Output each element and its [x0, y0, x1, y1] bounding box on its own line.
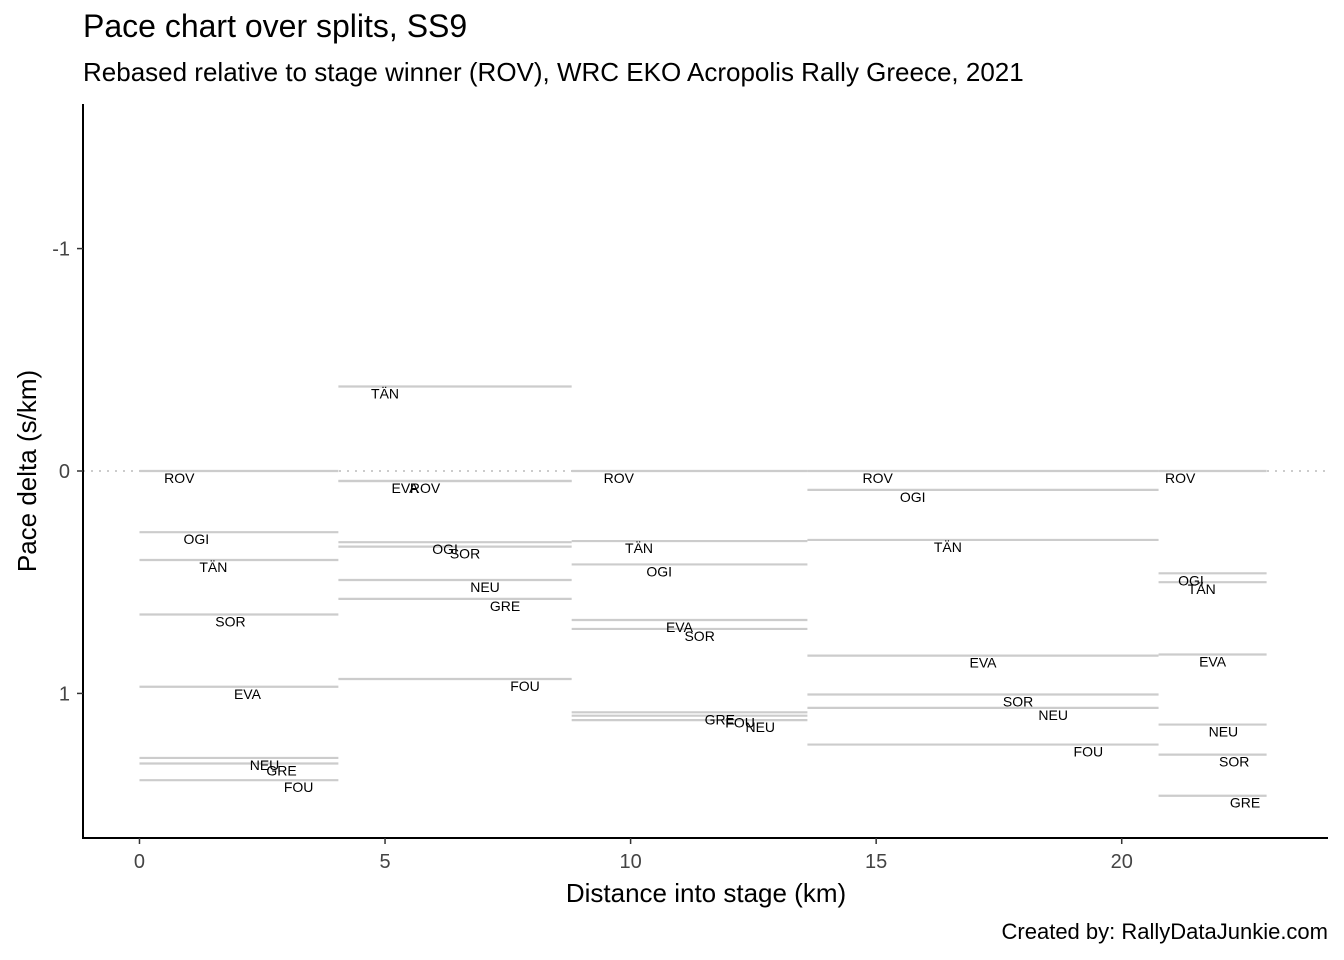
segment-label: NEU: [745, 719, 775, 735]
segment-label: SOR: [215, 613, 245, 629]
segment-label: SOR: [450, 546, 480, 562]
segment-label: NEU: [250, 757, 280, 773]
segment-labels-layer: ROVOGITÄNSOREVANEUGREFOUTÄNEVAROVOGISORN…: [164, 385, 1260, 810]
x-tick-label: 5: [379, 851, 390, 873]
segment-label: SOR: [1003, 694, 1033, 710]
x-tick-label: 0: [134, 851, 145, 873]
ticks-layer: 0 5 10 15 20 -1 0 1: [52, 239, 1133, 873]
segment-label: NEU: [1209, 724, 1239, 740]
segment-label: NEU: [1038, 707, 1068, 723]
segment-label: OGI: [900, 489, 926, 505]
segment-label: SOR: [1219, 754, 1249, 770]
segment-label: OGI: [183, 531, 209, 547]
segment-label: OGI: [432, 541, 458, 557]
segment-label: ROV: [862, 470, 893, 486]
segment-label: GRE: [490, 598, 520, 614]
y-axis-title: Pace delta (s/km): [12, 370, 42, 572]
segment-label: TÄN: [625, 540, 653, 556]
segment-label: TÄN: [1188, 581, 1216, 597]
segment-label: TÄN: [371, 385, 399, 401]
x-tick-label: 15: [865, 851, 887, 873]
segment-label: EVA: [1199, 654, 1227, 670]
segment-label: FOU: [510, 678, 540, 694]
segment-label: GRE: [705, 711, 735, 727]
segment-label: ROV: [410, 480, 441, 496]
y-tick-label: 1: [59, 683, 70, 705]
segment-label: GRE: [1230, 795, 1260, 811]
x-axis-title: Distance into stage (km): [566, 878, 846, 908]
segment-label: EVA: [392, 480, 420, 496]
segment-label: FOU: [284, 779, 314, 795]
segment-label: ROV: [164, 470, 195, 486]
x-tick-label: 10: [619, 851, 641, 873]
chart-title: Pace chart over splits, SS9: [83, 8, 468, 44]
segment-label: EVA: [969, 655, 997, 671]
segment-label: NEU: [470, 579, 500, 595]
segment-label: FOU: [725, 715, 755, 731]
segment-label: GRE: [266, 762, 296, 778]
segment-label: EVA: [666, 619, 694, 635]
segment-label: OGI: [1178, 572, 1204, 588]
segment-label: FOU: [1074, 744, 1104, 760]
segment-label: TÄN: [934, 539, 962, 555]
segment-label: ROV: [604, 470, 635, 486]
segment-label: SOR: [684, 628, 714, 644]
x-tick-label: 20: [1111, 851, 1133, 873]
segment-label: ROV: [1165, 470, 1196, 486]
segments-layer: [139, 385, 1267, 797]
y-tick-label: 0: [59, 461, 70, 483]
y-tick-label: -1: [52, 239, 70, 261]
chart-caption: Created by: RallyDataJunkie.com: [1001, 919, 1328, 944]
segment-label: EVA: [234, 686, 262, 702]
segment-label: OGI: [646, 563, 672, 579]
chart-subtitle: Rebased relative to stage winner (ROV), …: [83, 57, 1024, 87]
segment-label: TÄN: [199, 559, 227, 575]
